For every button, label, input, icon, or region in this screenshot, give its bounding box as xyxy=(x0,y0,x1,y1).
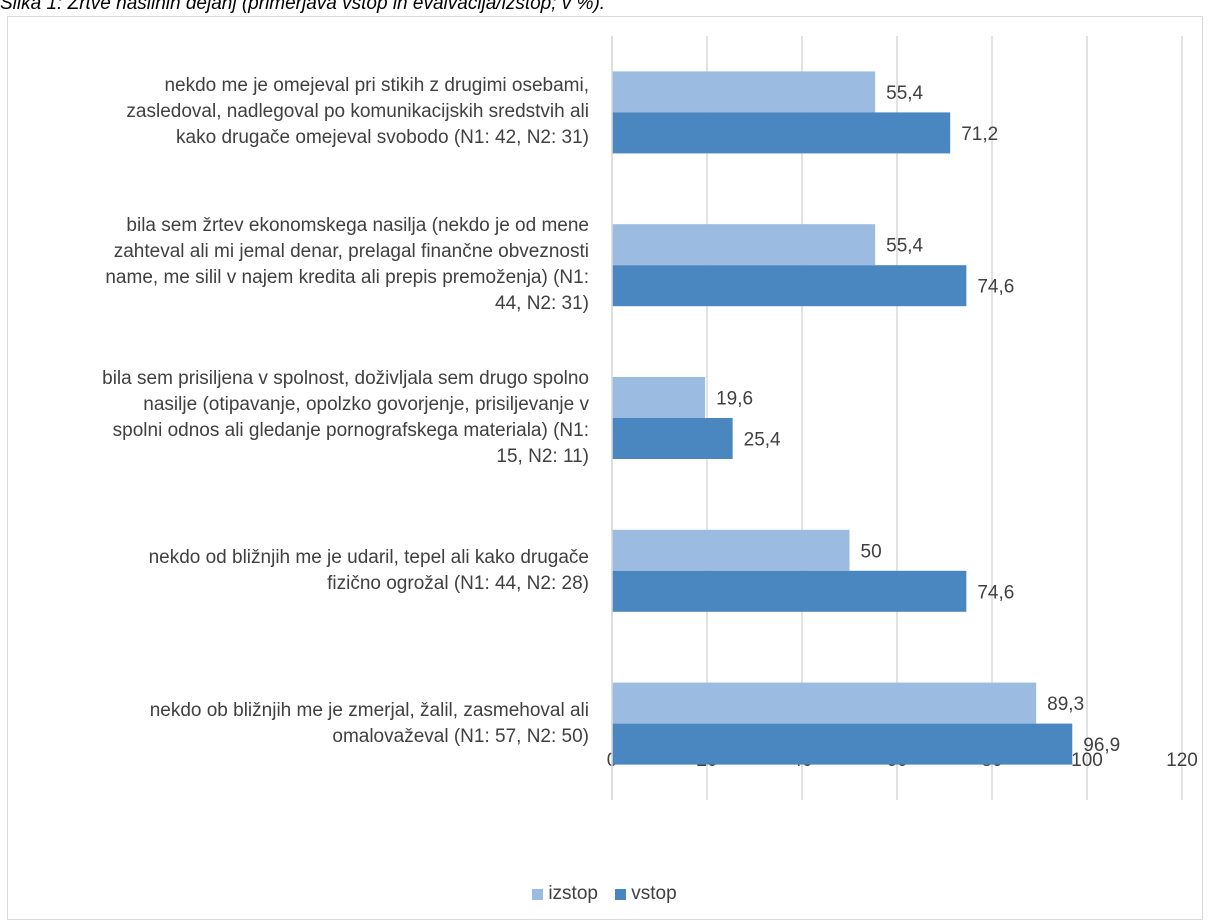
category-label-line: name, me silil v najem kredita ali prepi… xyxy=(105,267,589,289)
data-label-vstop-4: 74,6 xyxy=(977,582,1014,603)
data-label-izstop-5: 89,3 xyxy=(1047,694,1084,715)
category-label-line: nasilje (otipavanje, opolzko govorjenje,… xyxy=(143,394,589,415)
bar-vstop-2 xyxy=(612,265,967,307)
bar-vstop-4 xyxy=(612,570,967,612)
category-label-3: bila sem prisiljena v spolnost, doživlja… xyxy=(29,366,589,470)
bar-izstop-1 xyxy=(612,71,876,113)
legend-item-izstop: izstop xyxy=(532,883,598,905)
legend-label-vstop: vstop xyxy=(631,883,677,904)
category-label-line: zahteval ali mi jemal denar, prelagal fi… xyxy=(113,241,589,263)
category-label-line: zasledoval, nadlegoval po komunikacijski… xyxy=(126,101,589,123)
category-label-2: bila sem žrtev ekonomskega nasilja (nekd… xyxy=(29,213,589,317)
chart-frame xyxy=(7,16,1203,920)
data-label-izstop-3: 19,6 xyxy=(716,389,753,410)
legend: izstop vstop xyxy=(0,883,1209,906)
data-label-izstop-2: 55,4 xyxy=(886,236,923,257)
category-label-line: kako drugače omejeval svobodo (N1: 42, N… xyxy=(176,127,589,149)
data-label-vstop-5: 96,9 xyxy=(1083,735,1120,756)
legend-swatch-izstop xyxy=(532,888,544,900)
data-label-vstop-1: 71,2 xyxy=(961,124,998,145)
bar-izstop-3 xyxy=(612,377,706,418)
bar-izstop-4 xyxy=(612,529,850,571)
data-label-vstop-3: 25,4 xyxy=(744,430,781,451)
category-label-line: nekdo me je omejeval pri stikih z drugim… xyxy=(164,75,589,97)
data-label-izstop-4: 50 xyxy=(861,541,882,562)
legend-label-izstop: izstop xyxy=(548,883,598,904)
category-label-line: 44, N2: 31) xyxy=(495,293,589,315)
bar-vstop-5 xyxy=(612,723,1073,765)
x-tick-label: 120 xyxy=(1166,750,1198,771)
category-label-4: nekdo od bližnjih me je udaril, tepel al… xyxy=(29,545,589,597)
figure-caption: Slika 1: Žrtve nasilnih dejanj (primerja… xyxy=(0,0,606,14)
category-label-line: omalovaževal (N1: 57, N2: 50) xyxy=(332,725,589,747)
legend-swatch-vstop xyxy=(615,888,627,900)
category-label-line: nekdo ob bližnjih me je zmerjal, žalil, … xyxy=(149,699,589,721)
bar-izstop-2 xyxy=(612,224,876,266)
category-label-line: spolni odnos ali gledanje pornografskega… xyxy=(112,420,589,441)
x-tick-label: 100 xyxy=(1071,750,1103,771)
category-label-line: nekdo od bližnjih me je udaril, tepel al… xyxy=(148,546,589,568)
legend-item-vstop: vstop xyxy=(615,883,677,905)
category-label-5: nekdo ob bližnjih me je zmerjal, žalil, … xyxy=(29,698,589,750)
bar-vstop-1 xyxy=(612,112,951,154)
data-label-izstop-1: 55,4 xyxy=(886,83,923,104)
bar-vstop-3 xyxy=(612,418,733,459)
category-label-line: bila sem prisiljena v spolnost, doživlja… xyxy=(102,368,589,389)
category-label-1: nekdo me je omejeval pri stikih z drugim… xyxy=(29,73,589,151)
category-label-line: 15, N2: 11) xyxy=(496,446,589,467)
category-label-line: fizično ogrožal (N1: 44, N2: 28) xyxy=(327,572,589,594)
data-label-vstop-2: 74,6 xyxy=(977,277,1014,298)
category-label-line: bila sem žrtev ekonomskega nasilja (nekd… xyxy=(126,215,589,237)
bar-izstop-5 xyxy=(612,682,1037,724)
